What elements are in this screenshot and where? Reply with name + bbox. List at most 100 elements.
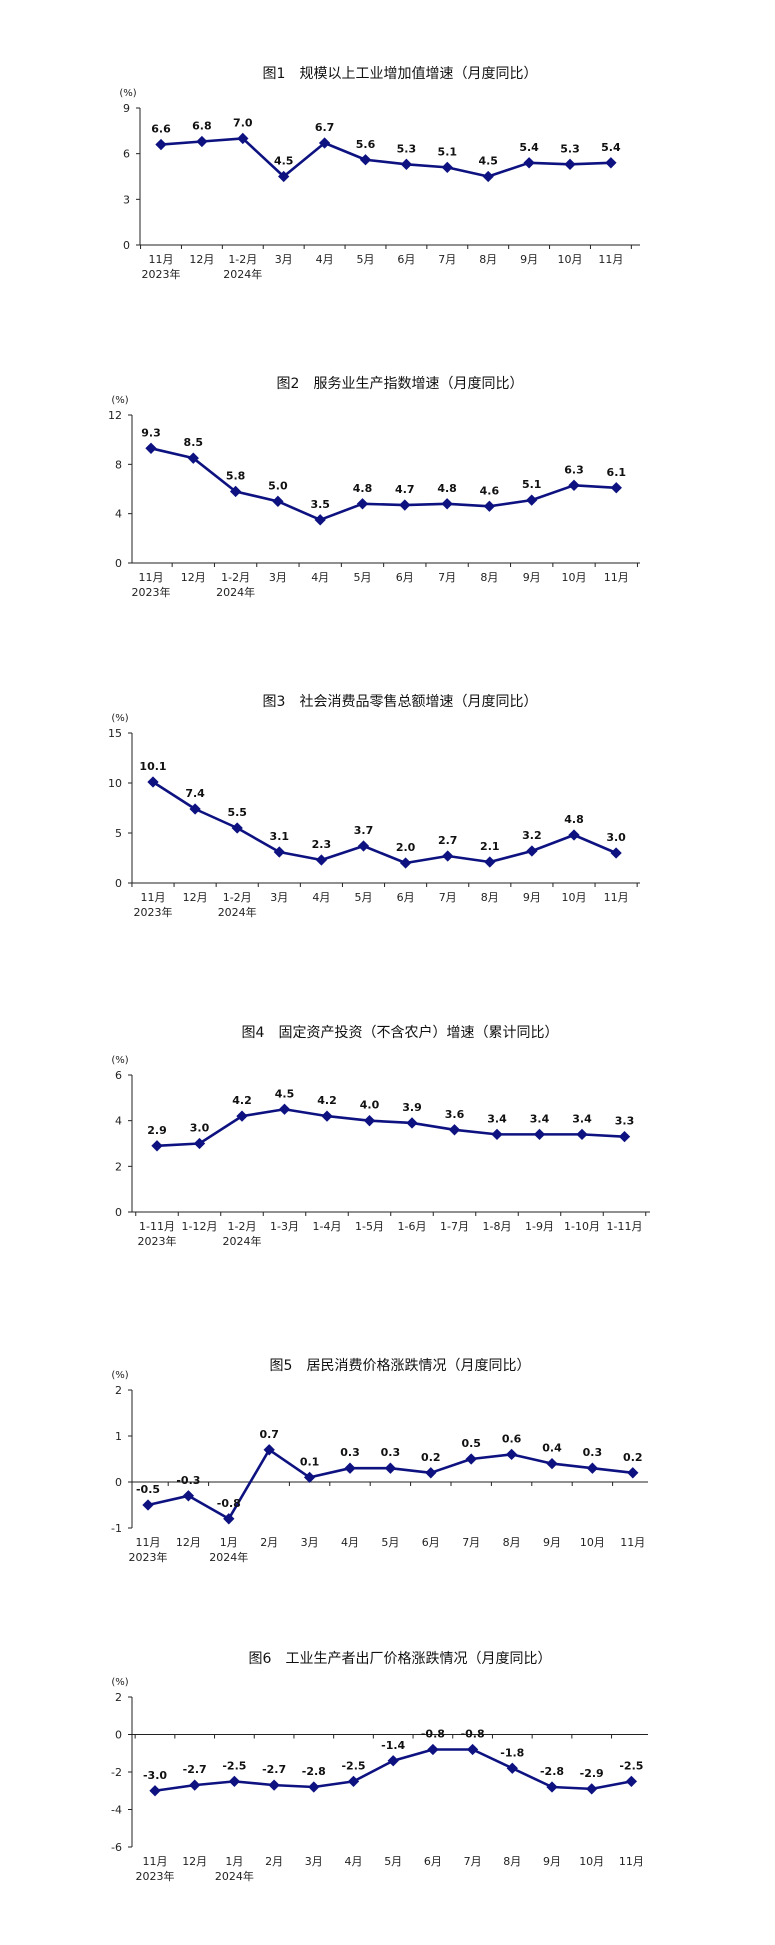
data-point [576,1128,588,1141]
x-tick-label: 11月 [598,253,623,266]
y-tick-label: 9 [123,102,130,115]
data-point [237,132,249,145]
data-label: 10.1 [139,760,166,773]
data-point [627,1467,639,1479]
data-label: 0.5 [461,1437,481,1450]
data-label: 5.3 [560,142,580,155]
x-year-label: 2024年 [215,1869,254,1883]
x-tick-label: 8月 [503,1855,521,1868]
data-point [568,829,580,841]
data-point [147,776,159,788]
x-tick-label: 11月 [136,1536,161,1549]
data-label: 4.8 [437,482,457,495]
x-year-label: 2024年 [218,905,257,919]
data-point [236,1110,248,1122]
x-tick-label: 1-4月 [313,1220,342,1233]
x-tick-label: 3月 [270,891,288,904]
x-tick-label: 6月 [424,1855,442,1868]
data-point [187,452,199,464]
x-tick-label: 8月 [480,571,498,584]
data-point [484,856,496,868]
x-year-label: 2024年 [223,1234,262,1248]
data-label: 3.5 [310,498,330,511]
data-label: -2.5 [222,1759,246,1772]
data-point [193,1137,206,1150]
y-tick-label: 4 [115,1115,122,1128]
x-tick-label: 1-9月 [525,1220,554,1233]
chart-4: 图4 固定资产投资（不含农户）增速（累计同比）(%)02461-11月2023年… [111,1024,650,1248]
data-point [406,1117,418,1129]
x-tick-label: 12月 [181,571,206,584]
data-label: 3.0 [606,831,626,844]
x-year-label: 2024年 [209,1550,248,1564]
data-point [400,158,413,170]
y-tick-label: 4 [115,508,122,521]
y-tick-label: -4 [111,1804,122,1817]
data-label: 0.6 [502,1432,522,1445]
data-label: 5.1 [438,145,458,158]
data-label: 5.5 [227,806,247,819]
data-label: 6.3 [564,463,584,476]
data-label: 5.1 [522,478,542,491]
y-tick-label: 2 [115,1160,122,1173]
data-label: 2.3 [312,838,332,851]
y-tick-label: 8 [115,458,122,471]
x-tick-label: 1-11月 [607,1220,643,1233]
data-label: 5.8 [226,469,246,482]
data-label: 4.5 [478,155,498,168]
data-point [441,161,453,174]
data-point [427,1743,439,1756]
data-point [318,137,331,149]
x-year-label: 2023年 [134,905,173,919]
data-label: 3.4 [487,1112,507,1125]
data-label: 2.9 [147,1124,167,1137]
x-tick-label: 7月 [439,891,457,904]
series-line [150,447,617,522]
x-tick-label: 11月 [619,1855,644,1868]
x-tick-label: 7月 [464,1855,482,1868]
y-tick-label: 10 [108,777,122,790]
data-point [546,1457,558,1470]
y-tick-label: 5 [115,827,122,840]
data-label: 4.8 [353,482,373,495]
y-tick-label: 1 [115,1430,122,1443]
data-point [272,495,284,507]
chart-6: 图6 工业生产者出厂价格涨跌情况（月度同比）(%)-6-4-20211月2023… [111,1651,648,1883]
data-label: 2.7 [438,834,458,847]
data-point [357,840,370,852]
data-point [387,1755,399,1767]
data-point [189,1779,201,1791]
x-tick-label: 11月 [620,1536,645,1549]
x-tick-label: 1-2月 [228,1220,257,1233]
data-label: -2.8 [540,1765,564,1778]
x-tick-label: 12月 [176,1536,201,1549]
x-tick-label: 6月 [397,253,415,266]
data-point [182,1490,195,1502]
data-point [610,482,622,494]
x-tick-label: 8月 [503,1536,521,1549]
y-tick-label: 0 [115,1206,122,1219]
data-label: 4.8 [564,813,584,826]
y-tick-label: 2 [115,1384,122,1397]
x-tick-label: 7月 [438,571,456,584]
x-tick-label: 2月 [260,1536,278,1549]
data-point [308,1781,320,1793]
data-label: 3.6 [445,1108,465,1121]
data-label: 0.2 [421,1451,441,1464]
data-point [344,1462,356,1474]
x-year-label: 2023年 [132,585,171,599]
data-label: 3.9 [402,1101,422,1114]
data-label: 4.5 [275,1087,295,1100]
data-point [526,494,538,506]
data-point [466,1743,479,1756]
data-point [278,170,290,183]
data-point [268,1779,280,1791]
data-point [610,847,622,859]
x-year-label: 2023年 [138,1234,177,1248]
data-label: 4.2 [232,1094,252,1107]
data-point [399,499,411,511]
data-label: -2.7 [262,1763,286,1776]
series-line [160,137,611,178]
x-tick-label: 5月 [355,891,373,904]
